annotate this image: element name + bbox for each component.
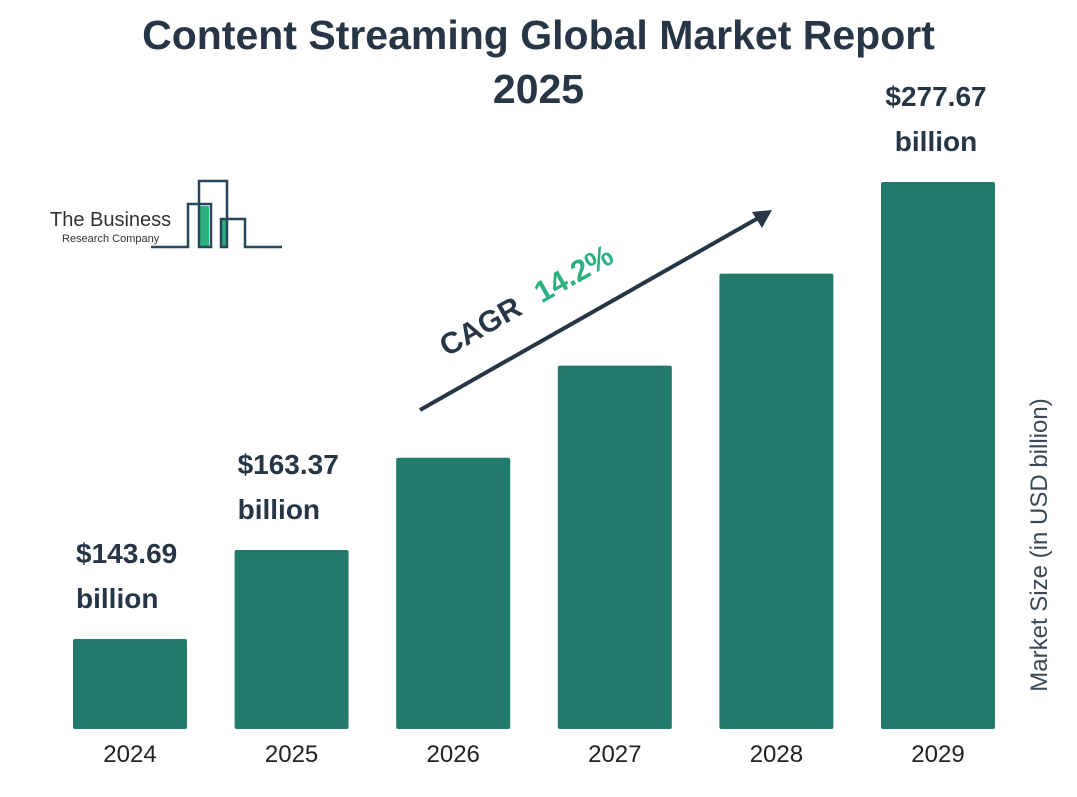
logo-skyline <box>151 179 282 249</box>
data-label-value: $277.67 <box>885 81 986 112</box>
data-label-unit: billion <box>76 583 158 614</box>
x-tick-label: 2026 <box>427 741 480 768</box>
logo-line-2: Research Company <box>62 233 160 245</box>
bar-2025 <box>234 549 349 729</box>
x-tick-label: 2027 <box>588 741 641 768</box>
bar-2029 <box>881 182 995 729</box>
bar-2026 <box>396 457 511 729</box>
company-logo: The Business Research Company <box>50 179 282 249</box>
y-axis-label: Market Size (in USD billion) <box>1026 398 1053 692</box>
x-tick-label: 2029 <box>911 741 964 768</box>
x-tick-label: 2025 <box>265 741 318 768</box>
data-label-value: $163.37 <box>238 449 339 480</box>
cagr-arrow-line <box>419 215 761 412</box>
logo-line-1: The Business <box>50 209 171 231</box>
cagr-value: 14.2% <box>529 239 619 310</box>
svg-text:CAGR 14.2%: CAGR 14.2% <box>434 239 619 363</box>
logo-bar-1 <box>200 206 209 247</box>
cagr-label: CAGR <box>434 291 527 363</box>
bar-2028 <box>719 273 834 729</box>
title-line-2: 2025 <box>492 66 585 112</box>
bar-2024 <box>73 639 187 729</box>
data-label-value: $143.69 <box>76 538 177 569</box>
data-label-unit: billion <box>895 126 977 157</box>
chart-title: Content Streaming Global Market Report 2… <box>0 8 1077 116</box>
cagr-arrow-head-icon <box>752 210 772 228</box>
x-tick-label: 2028 <box>750 741 803 768</box>
data-label-unit: billion <box>238 494 320 525</box>
title-line-1: Content Streaming Global Market Report <box>142 12 935 58</box>
logo-bar-2 <box>221 219 227 247</box>
x-tick-label: 2024 <box>103 741 156 768</box>
bar-2027 <box>557 365 672 729</box>
